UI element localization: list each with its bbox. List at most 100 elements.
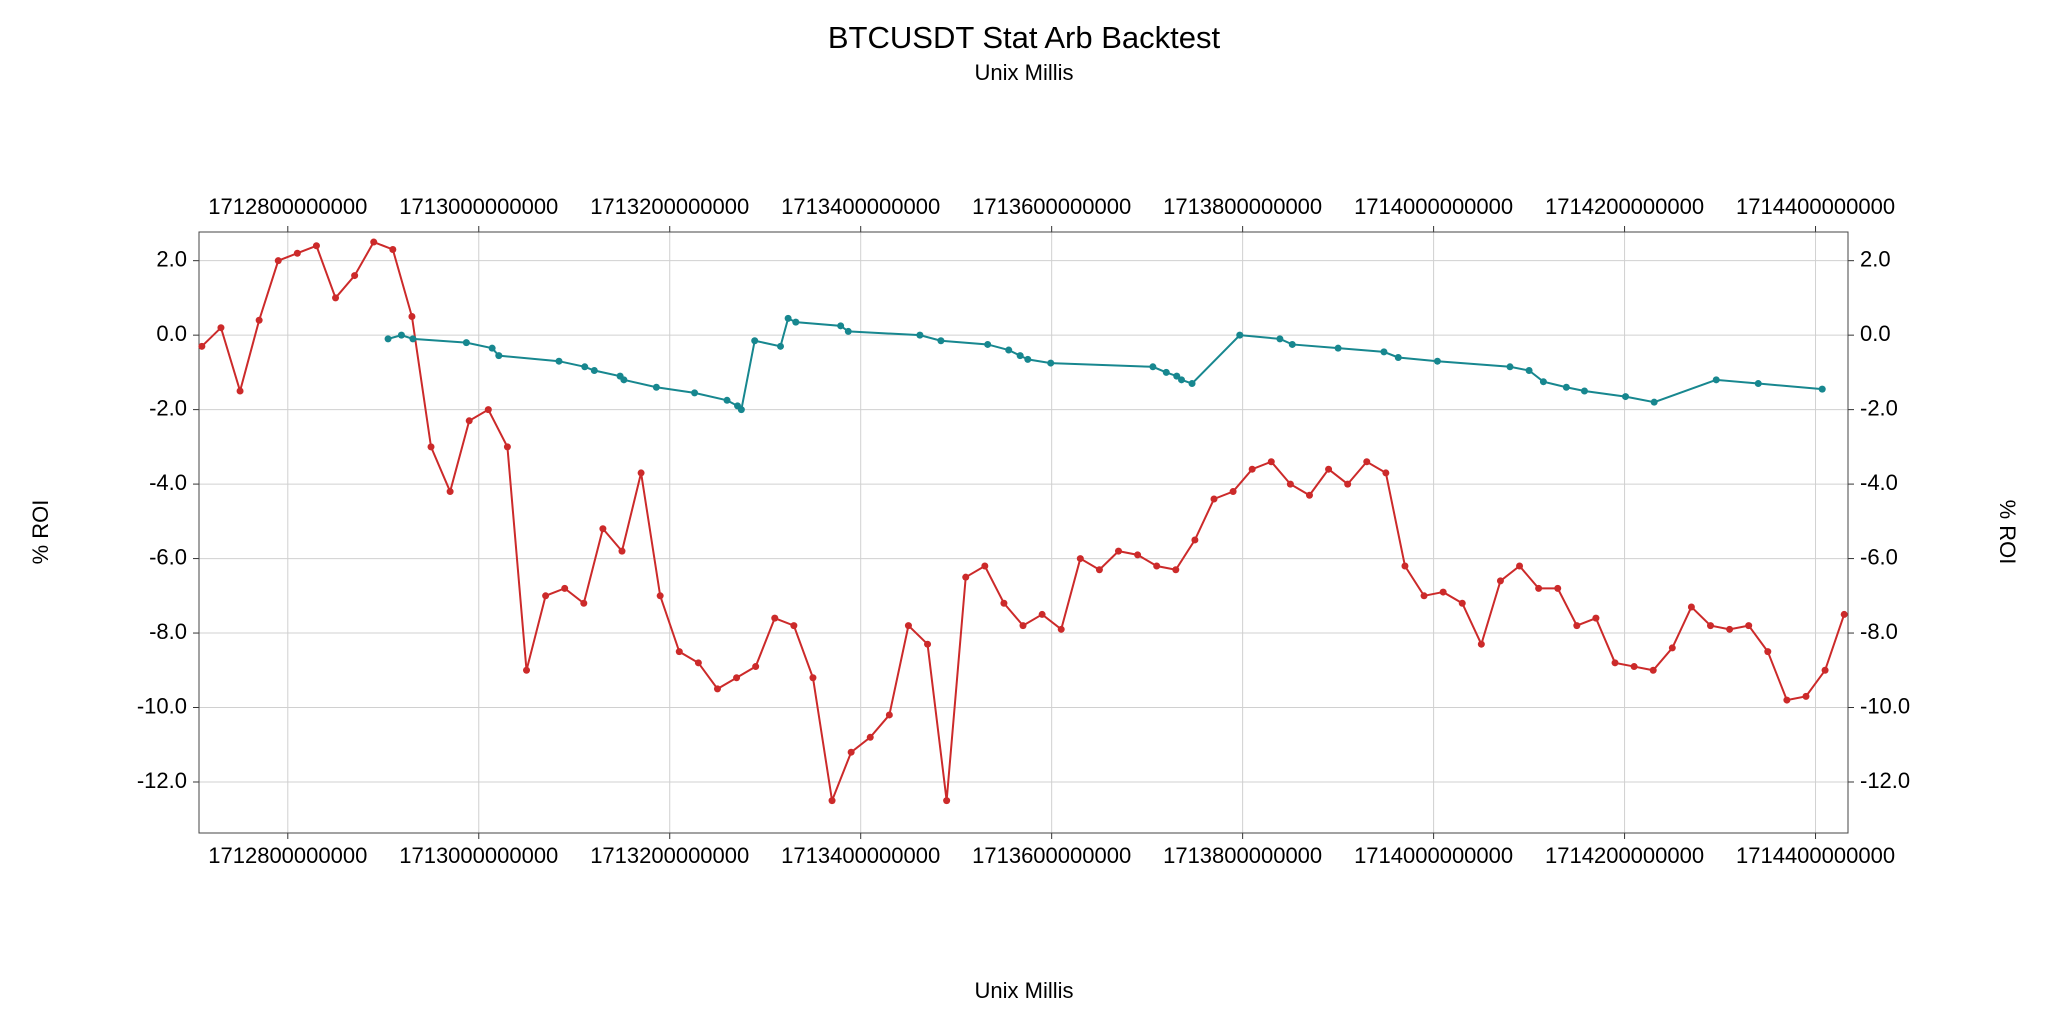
data-point [1821, 666, 1829, 674]
x-tick-label-top: 1713800000000 [1163, 194, 1322, 219]
data-point [691, 389, 699, 397]
y2-axis-label: % ROI [1995, 500, 2020, 565]
data-point [752, 663, 760, 671]
data-point [1433, 357, 1441, 365]
data-point [620, 376, 628, 384]
x-tick-label: 1713600000000 [972, 843, 1131, 868]
data-point [370, 238, 378, 246]
data-point [1248, 465, 1256, 473]
data-point [809, 674, 817, 682]
data-point [1210, 495, 1218, 503]
y-tick-label: -10.0 [137, 693, 187, 718]
data-point [981, 562, 989, 570]
data-point [599, 525, 607, 533]
data-point [1191, 536, 1199, 544]
data-point [1229, 488, 1237, 496]
data-point [771, 614, 779, 622]
data-point [542, 592, 550, 600]
data-point [384, 335, 392, 343]
data-point [1019, 622, 1027, 630]
data-point [1611, 659, 1619, 667]
data-point [561, 584, 569, 592]
data-point [1005, 346, 1013, 354]
data-point [1573, 622, 1581, 630]
data-point [1477, 640, 1485, 648]
data-point [1000, 599, 1008, 607]
data-point [1458, 599, 1466, 607]
data-point [1024, 355, 1032, 363]
y2-tick-label: 0.0 [1860, 321, 1891, 346]
x-tick-label-top: 1714400000000 [1736, 194, 1895, 219]
data-point [713, 685, 721, 693]
data-point [962, 573, 970, 581]
data-point [844, 327, 852, 335]
x-tick-label-top: 1714000000000 [1354, 194, 1513, 219]
data-point [484, 406, 492, 414]
data-point [776, 342, 784, 350]
x-tick-label-top: 1712800000000 [208, 194, 367, 219]
data-point [723, 396, 731, 404]
x-tick-label-top: 1713200000000 [590, 194, 749, 219]
data-point [1236, 331, 1244, 339]
data-point [1076, 555, 1084, 563]
data-point [792, 318, 800, 326]
data-point [1592, 614, 1600, 622]
data-point [293, 249, 301, 257]
x-tick-label-top: 1714200000000 [1545, 194, 1704, 219]
data-point [904, 622, 912, 630]
series-line [201, 240, 1846, 805]
data-point [1286, 480, 1294, 488]
data-point [1057, 625, 1065, 633]
data-point [581, 363, 589, 371]
data-point [1047, 359, 1055, 367]
data-point [790, 622, 798, 630]
y2-tick-label: 2.0 [1860, 246, 1891, 271]
x-tick-label-top: 1713600000000 [972, 194, 1131, 219]
plot-frame [198, 231, 1849, 834]
data-point [1506, 363, 1514, 371]
data-point [1754, 380, 1762, 388]
y-axis-label: % ROI [28, 500, 53, 565]
data-point [1496, 577, 1504, 585]
data-point [1712, 376, 1720, 384]
x-tick-label: 1713200000000 [590, 843, 749, 868]
data-point [1149, 363, 1157, 371]
data-point [590, 367, 598, 375]
data-point [1382, 469, 1390, 477]
data-point [737, 406, 745, 414]
y-tick-label: -8.0 [149, 619, 187, 644]
data-point [751, 337, 759, 345]
data-point [312, 242, 320, 250]
data-point [1554, 584, 1562, 592]
x-tick-label: 1714400000000 [1736, 843, 1895, 868]
x-tick-label: 1714200000000 [1545, 843, 1704, 868]
data-point [1095, 566, 1103, 574]
x-tick-label-top: 1713400000000 [781, 194, 940, 219]
data-point [1305, 491, 1313, 499]
data-point [1038, 610, 1046, 618]
data-point [924, 640, 932, 648]
data-point [1162, 368, 1170, 376]
data-point [656, 592, 664, 600]
data-point [828, 797, 836, 805]
data-point [866, 733, 874, 741]
data-point [1764, 648, 1772, 656]
x-tick-label: 1713400000000 [781, 843, 940, 868]
data-point [427, 443, 435, 451]
x-tick-label: 1713000000000 [399, 843, 558, 868]
y2-tick-label: -10.0 [1860, 693, 1910, 718]
x-tick-label: 1712800000000 [208, 843, 367, 868]
data-point [488, 344, 496, 352]
data-point [1649, 666, 1657, 674]
data-point [675, 648, 683, 656]
data-point [1783, 696, 1791, 704]
data-point [885, 711, 893, 719]
data-point [1334, 344, 1342, 352]
data-point [217, 324, 225, 332]
data-point [694, 659, 702, 667]
data-point [332, 294, 340, 302]
data-point [1267, 458, 1275, 466]
data-point [784, 314, 792, 322]
data-point [943, 797, 951, 805]
